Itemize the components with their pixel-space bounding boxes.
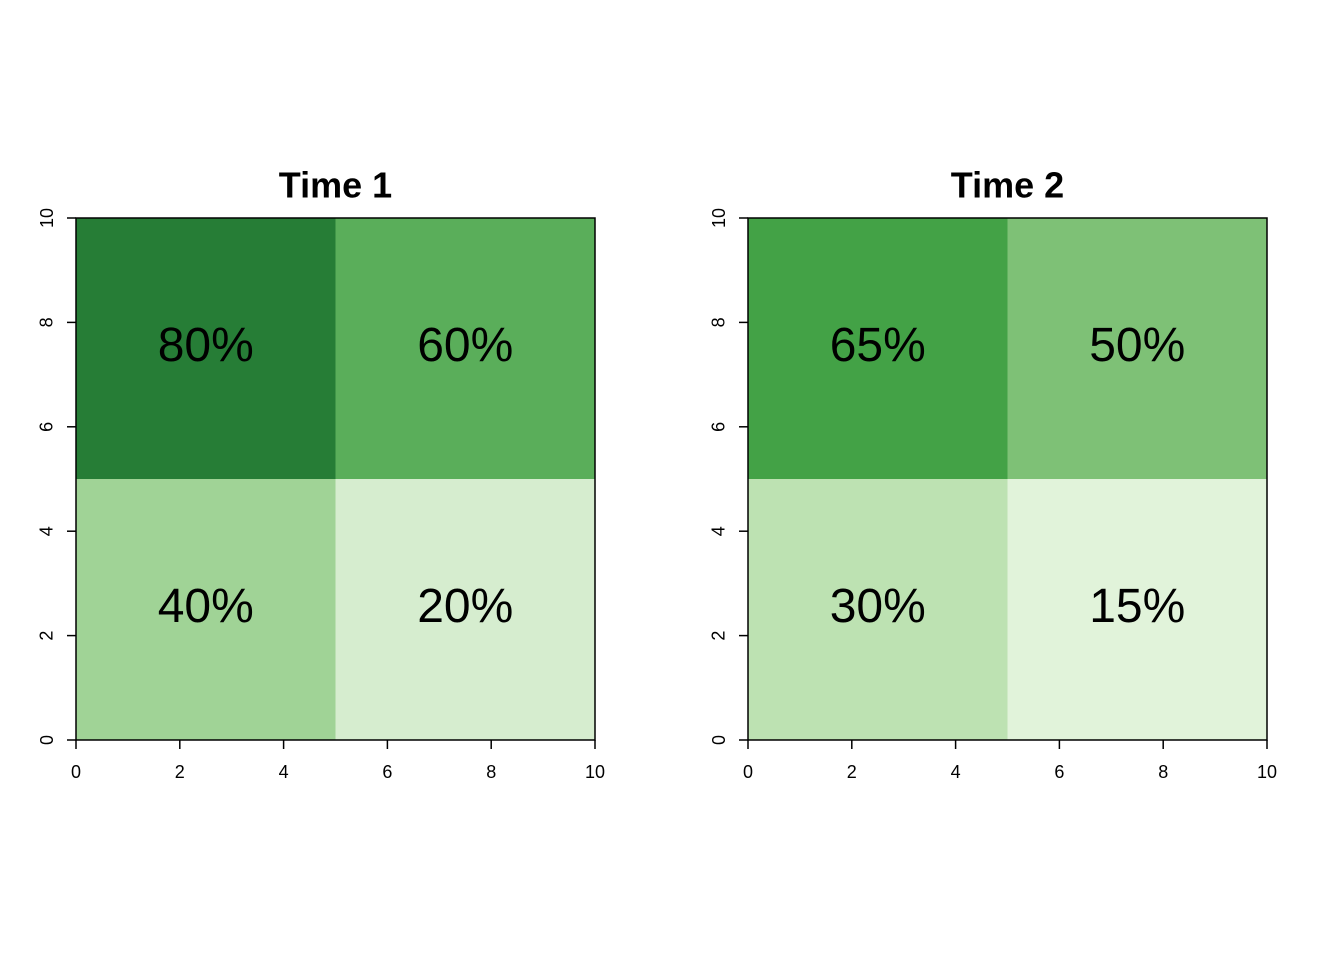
- y-tick-label: 8: [37, 317, 57, 327]
- cell: [1007, 479, 1267, 740]
- value-label: 80%: [158, 319, 254, 372]
- x-tick-label: 2: [175, 762, 185, 782]
- value-label: 50%: [1089, 319, 1185, 372]
- y-tick-label: 6: [709, 422, 729, 432]
- chart-title: Time 2: [951, 165, 1064, 206]
- x-tick-label: 8: [1158, 762, 1168, 782]
- x-tick-label: 10: [1257, 762, 1277, 782]
- plot-frame: [75, 217, 596, 741]
- value-label: 65%: [830, 319, 926, 372]
- y-tick-label: 2: [37, 631, 57, 641]
- x-tick-label: 6: [1054, 762, 1064, 782]
- value-label: 30%: [830, 580, 926, 633]
- x-tick-label: 0: [71, 762, 81, 782]
- value-label: 60%: [417, 319, 513, 372]
- x-tick-label: 8: [486, 762, 496, 782]
- y-tick-label: 2: [709, 631, 729, 641]
- y-tick-label: 0: [37, 735, 57, 745]
- cell: [76, 479, 336, 740]
- x-tick-label: 6: [382, 762, 392, 782]
- x-tick-label: 4: [279, 762, 289, 782]
- y-tick-label: 4: [37, 526, 57, 536]
- y-tick-label: 0: [709, 735, 729, 745]
- y-tick-label: 10: [709, 208, 729, 228]
- value-label: 15%: [1089, 580, 1185, 633]
- x-tick-label: 10: [585, 762, 605, 782]
- plot-frame: [747, 217, 1268, 741]
- cell: [335, 479, 595, 740]
- x-tick-label: 4: [951, 762, 961, 782]
- chart-title: Time 1: [279, 165, 392, 206]
- value-label: 20%: [417, 580, 513, 633]
- y-tick-label: 10: [37, 208, 57, 228]
- y-tick-label: 6: [37, 422, 57, 432]
- cell: [748, 479, 1008, 740]
- cell: [1007, 218, 1267, 479]
- x-tick-label: 2: [847, 762, 857, 782]
- cell: [748, 218, 1008, 479]
- y-tick-label: 8: [709, 317, 729, 327]
- cell: [76, 218, 336, 479]
- y-tick-label: 4: [709, 526, 729, 536]
- value-label: 40%: [158, 580, 254, 633]
- cell: [335, 218, 595, 479]
- x-tick-label: 0: [743, 762, 753, 782]
